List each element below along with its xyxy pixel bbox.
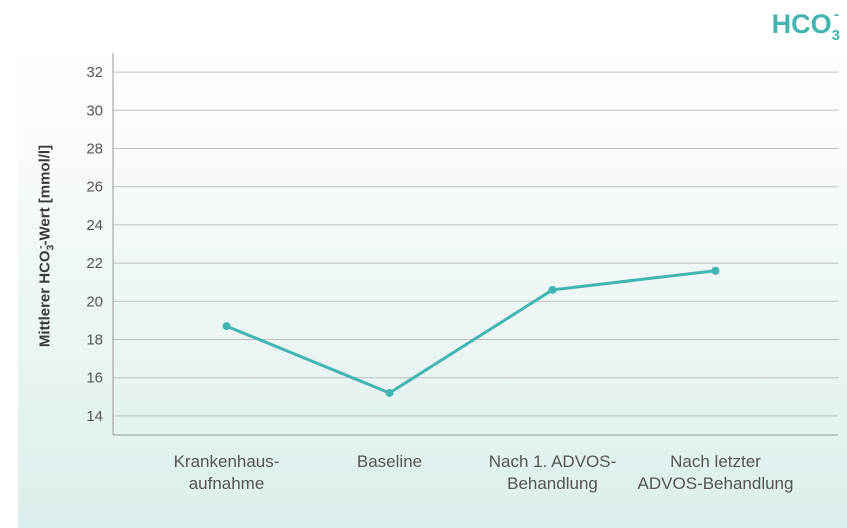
y-tick-label: 20 [86, 293, 103, 310]
data-point [711, 266, 720, 275]
y-tick-label: 18 [86, 332, 103, 349]
y-tick-label: 14 [86, 408, 103, 425]
y-tick-label: 30 [86, 102, 103, 119]
y-tick-label: 28 [86, 141, 103, 158]
y-tick-label: 24 [86, 217, 103, 234]
x-tick-labels: Krankenhaus-aufnahme Baseline Nach 1. ADVO… [174, 452, 794, 493]
x-tick-label: Nach letzter ADVOS-Behandlung [638, 452, 794, 493]
y-axis-label: Mittlerer HCO3--Wert [mmol/l] [35, 144, 57, 348]
data-point [548, 285, 557, 294]
y-tick-label: 26 [86, 179, 103, 196]
series-group [222, 266, 720, 397]
y-tick-label: 22 [86, 255, 103, 272]
data-point [385, 388, 394, 397]
axes [112, 53, 838, 436]
data-point [222, 322, 231, 331]
x-tick-label: Nach 1. ADVOS-Behandlung [489, 452, 617, 493]
chart-title: HCO3- [771, 6, 840, 44]
y-tick-label: 32 [86, 64, 103, 81]
chart-panel [18, 50, 847, 528]
y-tick-labels: 14 16 18 20 22 24 26 28 30 32 [86, 64, 103, 425]
y-tick-label: 16 [86, 370, 103, 387]
x-tick-label: Krankenhaus-aufnahme [174, 452, 280, 493]
gridlines [113, 71, 838, 417]
series-line [225, 269, 716, 395]
x-tick-label: Baseline [357, 452, 422, 471]
